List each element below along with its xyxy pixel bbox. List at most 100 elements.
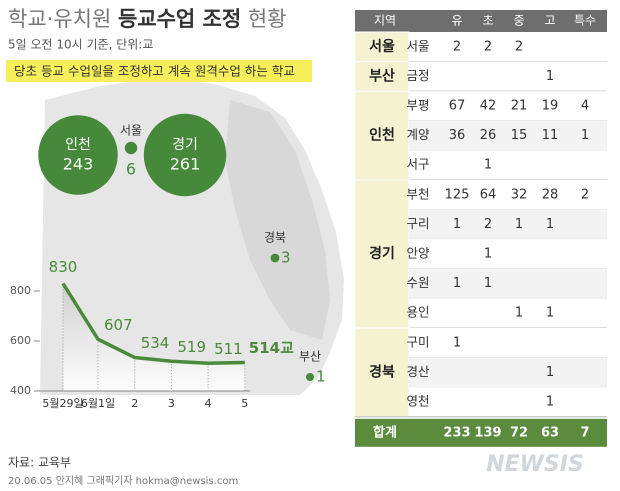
- cell: 26: [480, 128, 497, 143]
- y-tick-label: 400: [10, 384, 31, 397]
- table-header: 초: [482, 14, 493, 28]
- cell: 21: [511, 99, 528, 114]
- cell: 125: [445, 187, 470, 202]
- row-bg: [409, 209, 607, 240]
- cell: 1: [453, 276, 461, 291]
- cell: 28: [542, 187, 559, 202]
- line: [61, 282, 245, 365]
- cell: 11: [542, 128, 559, 143]
- row-bg: [409, 239, 607, 269]
- total-cell: 139: [474, 425, 501, 440]
- data-label: 830: [49, 258, 78, 276]
- data-label: 534: [141, 334, 170, 352]
- data-label: 607: [104, 316, 133, 334]
- row-bg: [409, 32, 607, 62]
- cell: 64: [480, 187, 497, 202]
- total-label: 합계: [373, 424, 397, 440]
- region-name: 서울: [120, 124, 142, 138]
- x-tick-label: 5월29일: [42, 396, 83, 410]
- cell: 15: [511, 128, 528, 143]
- cell: 32: [511, 187, 528, 202]
- title-part: 학교·유치원: [8, 7, 118, 31]
- district: 영천: [406, 394, 429, 409]
- region-bubble: [143, 113, 227, 197]
- logo: NEWSIS: [486, 452, 584, 477]
- data-label: 511: [214, 340, 243, 358]
- cell: 2: [581, 187, 589, 202]
- cell: 1: [484, 276, 492, 291]
- row-bg: [409, 328, 607, 358]
- district: 경산: [406, 364, 430, 379]
- district: 용인: [406, 305, 429, 320]
- row-bg: [409, 150, 607, 180]
- row-bg: [409, 298, 607, 328]
- district: 금정: [406, 68, 429, 83]
- cell: 1: [546, 365, 554, 380]
- chart-title: 학교·유치원 등교수업 조정 현황: [8, 7, 287, 31]
- cell: 67: [449, 99, 466, 114]
- credit: 20.06.05 안지혜 그래픽기자 hokma@newsis.com: [8, 475, 238, 487]
- row-bg: [409, 180, 607, 210]
- cell: 1: [581, 128, 589, 143]
- cell: 1: [515, 217, 523, 232]
- banner: 당초 등교 수업일을 조정하고 계속 원격수업 하는 학교: [14, 64, 295, 79]
- table-header: 지역: [374, 14, 396, 28]
- table-header: 특수: [574, 14, 596, 28]
- total-cell: 7: [580, 425, 589, 440]
- district: 서울: [406, 38, 429, 53]
- cell: 2: [484, 39, 492, 54]
- y-tick-label: 800: [10, 284, 31, 297]
- cell: 36: [449, 128, 466, 143]
- cell: 2: [453, 39, 461, 54]
- region-value: 261: [170, 155, 201, 174]
- table-header: 고: [544, 14, 555, 28]
- region-label: 경기: [369, 245, 395, 262]
- district: 구리: [406, 216, 429, 231]
- y-tick-label: 600: [10, 334, 31, 347]
- region-value: 3: [281, 249, 291, 267]
- row-bg: [409, 268, 607, 299]
- cell: 2: [484, 217, 492, 232]
- region-value: 6: [126, 160, 136, 179]
- cell: 42: [480, 99, 497, 114]
- cell: 2: [515, 39, 523, 54]
- x-tick-label: 4: [205, 397, 212, 410]
- data-label: 519: [177, 338, 206, 356]
- region-name: 인천: [65, 137, 91, 153]
- row-bg: [409, 120, 607, 151]
- cell: 1: [546, 217, 554, 232]
- district: 계양: [406, 127, 430, 142]
- cell: 1: [515, 306, 523, 321]
- district: 수원: [406, 275, 429, 290]
- total-cell: 72: [510, 425, 528, 440]
- cell: 4: [581, 99, 589, 114]
- region-value: 243: [63, 155, 94, 174]
- cell: 1: [484, 158, 492, 173]
- x-tick-label: 5: [241, 397, 248, 410]
- row-bg: [409, 61, 607, 92]
- x-tick-label: 6월1일: [81, 396, 115, 410]
- data-label: 514교: [249, 339, 294, 357]
- table-header: 중: [513, 14, 524, 28]
- cell: 1: [546, 395, 554, 410]
- region-name: 경북: [264, 231, 286, 245]
- cell: 1: [453, 335, 461, 350]
- region-label: 경북: [369, 363, 395, 380]
- region-label: 부산: [369, 67, 395, 84]
- region-name: 부산: [299, 350, 321, 364]
- source: 자료: 교육부: [8, 456, 71, 470]
- row-bg: [409, 387, 607, 417]
- title-part: 현황: [241, 7, 286, 31]
- region-bubble: [306, 373, 314, 381]
- x-tick-label: 2: [131, 397, 138, 410]
- region-cell: [354, 31, 410, 63]
- region-bubble: [270, 253, 280, 263]
- cell: 1: [546, 69, 554, 84]
- cell: 1: [484, 247, 492, 262]
- map-inner: [225, 100, 330, 340]
- x-tick-label: 3: [168, 397, 175, 410]
- table-header-bg: [355, 10, 607, 32]
- district: 안양: [406, 246, 430, 261]
- cell: 1: [546, 306, 554, 321]
